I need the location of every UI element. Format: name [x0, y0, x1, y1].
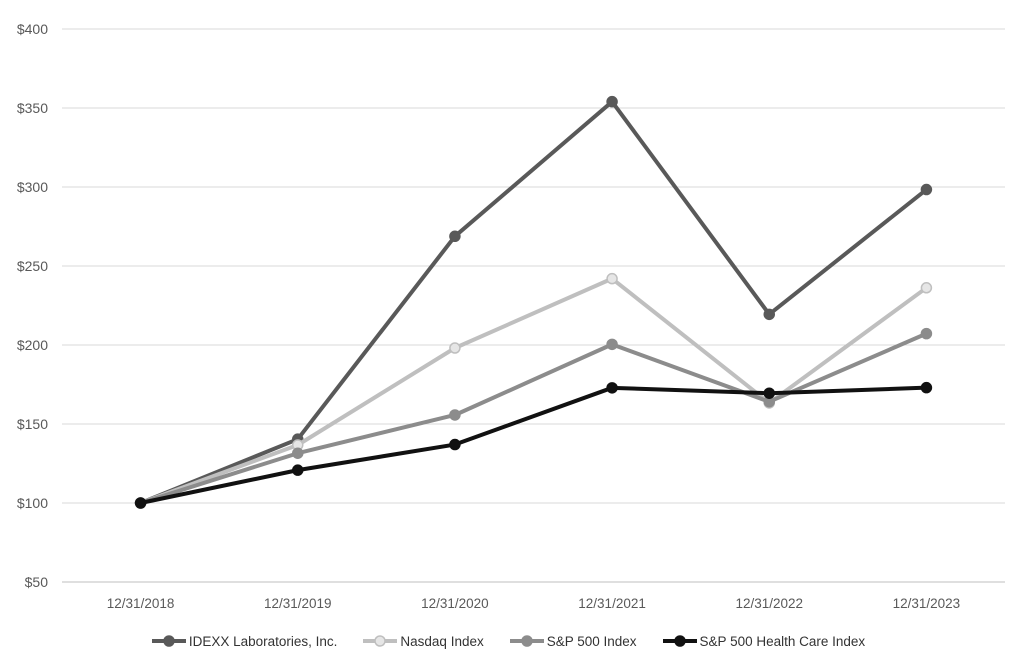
data-point-idexx-laboratories-inc — [449, 230, 461, 243]
series-line-s-p-500-health-care-index — [138, 385, 929, 505]
series-line-nasdaq-index — [138, 276, 929, 505]
data-point-s-p-500-health-care-index — [763, 387, 775, 399]
x-axis-tick-label: 12/31/2020 — [421, 596, 489, 611]
legend-item-s-p-500-health-care-index: S&P 500 Health Care Index — [662, 633, 866, 649]
legend-item-idexx-laboratories-inc: IDEXX Laboratories, Inc. — [151, 633, 338, 649]
data-point-s-p-500-index — [292, 447, 304, 459]
legend-marker-icon — [509, 635, 544, 647]
data-point-s-p-500-index — [920, 327, 933, 340]
data-point-nasdaq-index — [920, 282, 933, 294]
chart-legend: IDEXX Laboratories, Inc. Nasdaq Index S&P … — [0, 630, 1017, 652]
x-axis-tick-label: 12/31/2023 — [893, 596, 961, 611]
x-axis-tick-label: 12/31/2021 — [578, 596, 646, 611]
y-axis-tick-label: $150 — [17, 416, 48, 432]
legend-label: Nasdaq Index — [400, 633, 484, 649]
y-axis-tick-label: $400 — [17, 21, 48, 37]
legend-marker-icon — [151, 635, 186, 647]
y-axis-tick-label: $200 — [17, 337, 48, 353]
data-point-s-p-500-index — [606, 338, 618, 351]
y-axis-tick-label: $100 — [17, 495, 48, 511]
legend-marker-icon — [662, 635, 697, 647]
data-point-s-p-500-index — [449, 409, 461, 421]
data-point-idexx-laboratories-inc — [606, 95, 618, 108]
legend-label: S&P 500 Health Care Index — [699, 633, 866, 649]
data-point-idexx-laboratories-inc — [763, 308, 775, 321]
y-axis-tick-label: $250 — [17, 258, 48, 274]
legend-item-nasdaq-index: Nasdaq Index — [363, 633, 484, 649]
legend-label: IDEXX Laboratories, Inc. — [188, 633, 338, 649]
data-point-s-p-500-health-care-index — [292, 464, 304, 476]
legend-marker-icon — [363, 635, 398, 647]
x-axis-tick-label: 12/31/2019 — [264, 596, 332, 611]
y-axis-tick-label: $300 — [17, 179, 48, 195]
x-axis-tick-label: 12/31/2022 — [735, 596, 803, 611]
legend-label: S&P 500 Index — [546, 633, 637, 649]
data-point-s-p-500-health-care-index — [920, 381, 933, 394]
data-point-s-p-500-health-care-index — [449, 438, 461, 451]
legend-item-s-p-500-index: S&P 500 Index — [509, 633, 637, 649]
data-point-idexx-laboratories-inc — [920, 183, 933, 196]
data-point-s-p-500-health-care-index — [606, 382, 618, 394]
y-axis-tick-label: $350 — [17, 100, 48, 116]
y-axis-tick-label: $50 — [25, 574, 49, 590]
data-point-s-p-500-health-care-index — [134, 497, 147, 509]
x-axis-tick-label: 12/31/2018 — [107, 596, 175, 611]
series-line-idexx-laboratories-inc — [138, 99, 929, 505]
data-point-nasdaq-index — [606, 272, 618, 285]
data-point-nasdaq-index — [449, 342, 461, 354]
